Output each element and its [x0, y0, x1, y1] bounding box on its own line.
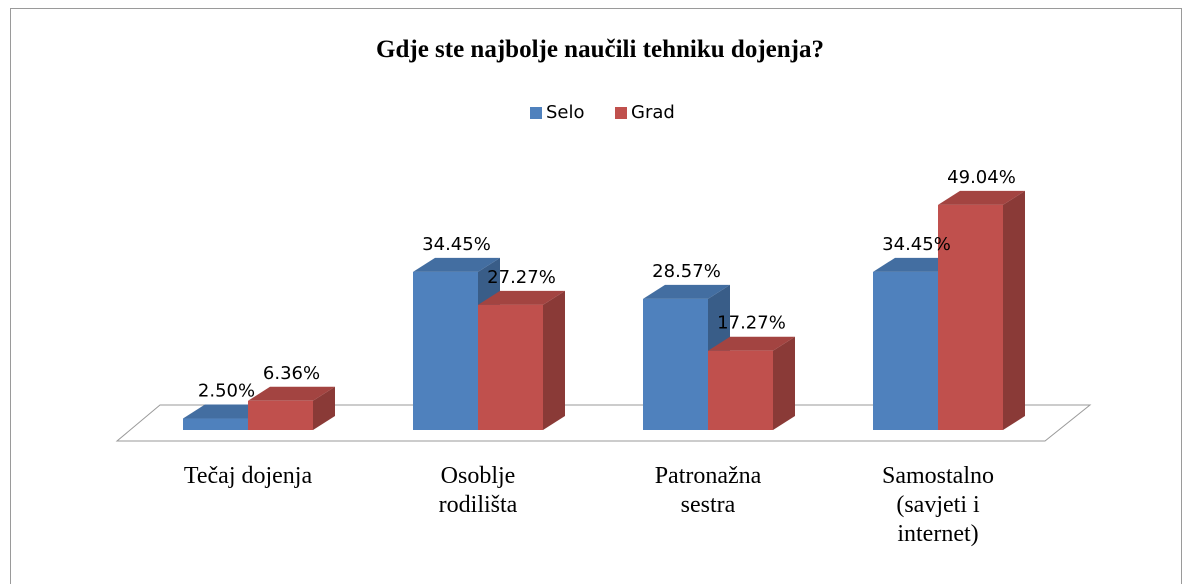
bar — [873, 271, 938, 430]
value-label: 34.45% — [882, 234, 951, 255]
value-label: 49.04% — [947, 167, 1016, 188]
bar — [413, 271, 478, 430]
bar-top — [708, 336, 795, 351]
value-label: 28.57% — [652, 261, 721, 282]
bar — [478, 304, 543, 430]
value-label: 27.27% — [487, 267, 556, 288]
bar — [708, 350, 773, 430]
bar-top — [478, 290, 565, 305]
bar-top — [248, 386, 335, 401]
value-label: 34.45% — [422, 234, 491, 255]
bar-top — [413, 257, 500, 272]
bar-top — [643, 284, 730, 299]
x-tick-label: Samostalno (savjeti i internet) — [882, 463, 994, 547]
value-label: 17.27% — [717, 313, 786, 334]
chart-title: Gdje ste najbolje naučili tehniku dojenj… — [376, 36, 824, 63]
x-tick-label: Osoblje rodilišta — [438, 463, 518, 518]
bar — [248, 400, 313, 430]
legend-swatch — [530, 107, 542, 119]
bar-side — [1003, 190, 1025, 430]
legend-label: Selo — [546, 102, 585, 123]
floor — [115, 404, 1092, 442]
bar-side — [773, 336, 795, 430]
legend-swatch — [615, 107, 627, 119]
value-label: 2.50% — [198, 381, 255, 402]
bar — [643, 298, 708, 430]
bar — [938, 204, 1003, 430]
value-label: 6.36% — [263, 363, 320, 384]
x-tick-label: Tečaj dojenja — [183, 463, 313, 489]
x-tick-label: Patronažna sestra — [654, 463, 762, 518]
bar-top — [938, 190, 1025, 205]
bar-side — [313, 386, 335, 430]
bar-side — [543, 290, 565, 430]
bar — [183, 418, 248, 430]
legend-label: Grad — [631, 102, 675, 123]
